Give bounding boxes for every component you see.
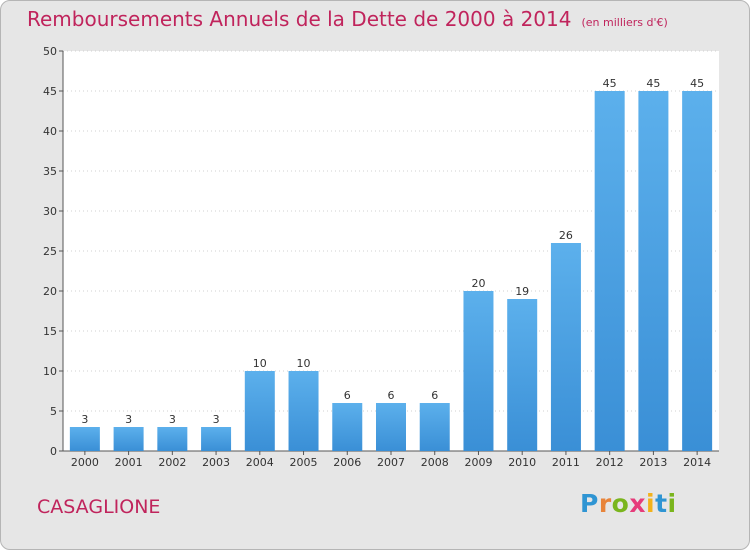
bar bbox=[332, 403, 363, 451]
x-tick-label: 2005 bbox=[290, 456, 318, 469]
data-label: 10 bbox=[253, 357, 267, 370]
y-tick-label: 25 bbox=[43, 245, 57, 258]
data-label: 3 bbox=[125, 413, 132, 426]
x-tick-label: 2004 bbox=[246, 456, 274, 469]
data-label: 6 bbox=[431, 389, 438, 402]
bar bbox=[682, 91, 713, 451]
bar bbox=[376, 403, 406, 451]
bar bbox=[113, 427, 144, 451]
y-tick-label: 45 bbox=[43, 85, 57, 98]
bar bbox=[69, 427, 100, 451]
data-label: 26 bbox=[559, 229, 573, 242]
x-tick-label: 2011 bbox=[552, 456, 580, 469]
bar bbox=[594, 91, 625, 451]
bar bbox=[244, 371, 275, 451]
location-name: CASAGLIONE bbox=[37, 496, 161, 518]
proxiti-logo: Proxiti bbox=[580, 489, 677, 518]
bar bbox=[550, 243, 581, 451]
y-tick-label: 50 bbox=[43, 45, 57, 58]
data-label: 45 bbox=[646, 77, 660, 90]
x-tick-label: 2002 bbox=[158, 456, 186, 469]
bar bbox=[463, 291, 494, 451]
y-tick-label: 15 bbox=[43, 325, 57, 338]
y-tick-label: 10 bbox=[43, 365, 57, 378]
x-tick-label: 2014 bbox=[683, 456, 711, 469]
chart-unit: (en milliers d'€) bbox=[581, 16, 668, 29]
x-tick-label: 2013 bbox=[639, 456, 667, 469]
x-tick-label: 2006 bbox=[333, 456, 361, 469]
x-tick-label: 2001 bbox=[115, 456, 143, 469]
data-label: 6 bbox=[344, 389, 351, 402]
data-label: 10 bbox=[297, 357, 311, 370]
data-label: 3 bbox=[169, 413, 176, 426]
data-label: 45 bbox=[690, 77, 704, 90]
x-tick-label: 2012 bbox=[596, 456, 624, 469]
data-label: 45 bbox=[603, 77, 617, 90]
x-tick-label: 2000 bbox=[71, 456, 99, 469]
data-label: 20 bbox=[471, 277, 485, 290]
data-label: 6 bbox=[388, 389, 395, 402]
data-label: 19 bbox=[515, 285, 529, 298]
data-label: 3 bbox=[213, 413, 220, 426]
bar bbox=[638, 91, 669, 451]
chart-title: Remboursements Annuels de la Dette de 20… bbox=[27, 7, 668, 31]
y-tick-label: 30 bbox=[43, 205, 57, 218]
x-tick-label: 2010 bbox=[508, 456, 536, 469]
x-tick-label: 2008 bbox=[421, 456, 449, 469]
x-tick-label: 2009 bbox=[464, 456, 492, 469]
bar bbox=[201, 427, 232, 451]
x-tick-label: 2003 bbox=[202, 456, 230, 469]
bar bbox=[288, 371, 319, 451]
chart-title-text: Remboursements Annuels de la Dette de 20… bbox=[27, 7, 572, 31]
y-tick-label: 40 bbox=[43, 125, 57, 138]
y-tick-label: 35 bbox=[43, 165, 57, 178]
y-tick-label: 5 bbox=[50, 405, 57, 418]
y-tick-label: 20 bbox=[43, 285, 57, 298]
bar bbox=[157, 427, 188, 451]
data-label: 3 bbox=[81, 413, 88, 426]
y-tick-label: 0 bbox=[50, 445, 57, 458]
bar bbox=[419, 403, 450, 451]
x-tick-label: 2007 bbox=[377, 456, 405, 469]
bar bbox=[507, 299, 538, 451]
